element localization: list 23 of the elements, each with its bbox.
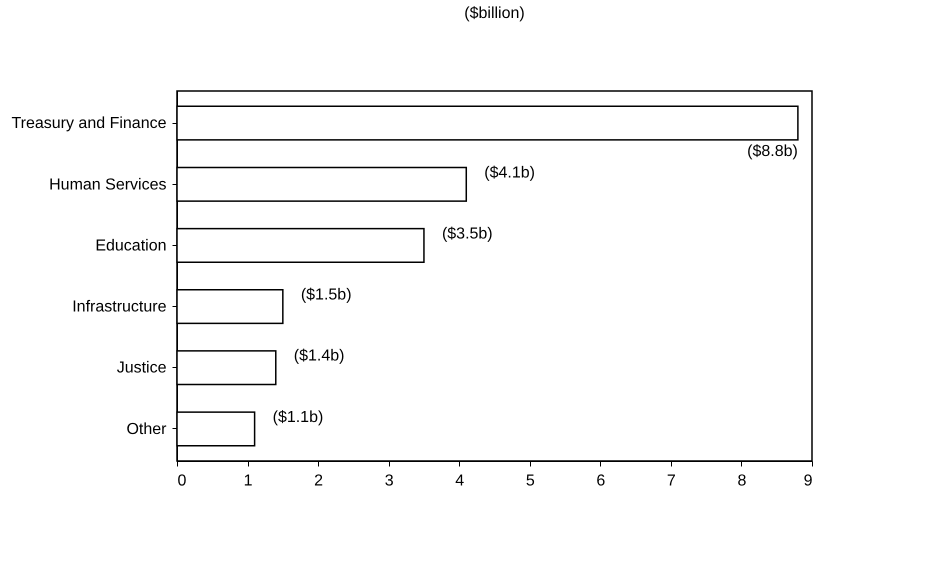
x-tick-label: 2 <box>314 472 324 490</box>
data-label: ($8.8b) <box>747 143 798 160</box>
x-tick-label: 0 <box>178 472 186 490</box>
x-tick-label: 8 <box>737 472 746 490</box>
x-tick-label: 4 <box>455 472 464 490</box>
y-tick-label: Treasury and Finance <box>11 115 167 132</box>
y-tick-label: Other <box>126 420 168 438</box>
data-label: ($1.1b) <box>272 408 324 426</box>
y-tick-label: Justice <box>116 360 167 377</box>
data-label: ($1.4b) <box>294 348 344 365</box>
x-tick-label: 7 <box>666 472 676 490</box>
y-tick-label: Education <box>95 237 166 254</box>
chart-title: ($billion) <box>464 5 525 22</box>
y-tick-label: Infrastructure <box>72 298 167 316</box>
x-tick-label: 9 <box>804 472 813 490</box>
x-tick-label: 1 <box>244 472 253 490</box>
data-label: ($3.5b) <box>442 225 493 242</box>
data-label: ($1.5b) <box>300 286 352 304</box>
x-tick-label: 5 <box>526 472 535 490</box>
x-tick-label: 3 <box>384 472 394 490</box>
x-tick-label: 6 <box>596 472 606 490</box>
y-tick-label: Human Services <box>49 176 166 194</box>
data-label: ($4.1b) <box>484 164 535 182</box>
